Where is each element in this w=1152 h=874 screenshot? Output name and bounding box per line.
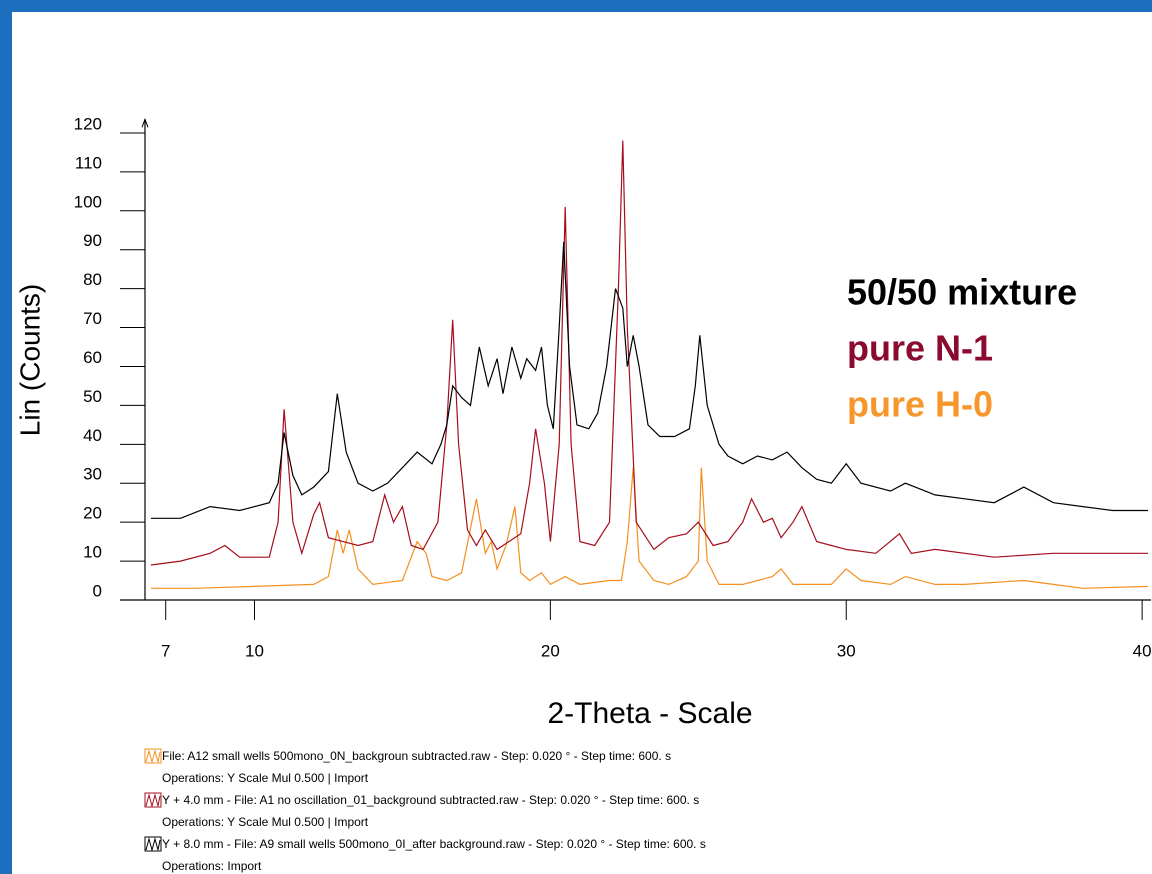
y-tick-label: 100 [74, 192, 102, 211]
legend-icon [144, 836, 162, 852]
series-line [150, 140, 1148, 566]
panel [12, 12, 1152, 874]
y-tick-label: 120 [74, 114, 102, 133]
annotation: pure H-0 [847, 384, 993, 425]
x-axis-label: 2-Theta - Scale [547, 697, 752, 730]
y-tick-label: 90 [83, 231, 102, 250]
y-tick-label: 20 [83, 504, 102, 523]
legend-icon-line [145, 793, 161, 808]
y-axis-arrow [141, 117, 149, 128]
legend-entry: File: A12 small wells 500mono_0N_backgro… [162, 749, 671, 763]
legend-operations: Operations: Y Scale Mul 0.500 | Import [162, 815, 369, 829]
legend-operations: Operations: Import [162, 859, 262, 873]
y-tick-label: 40 [83, 426, 102, 445]
x-tick-label: 10 [245, 641, 264, 660]
y-tick-label: 80 [83, 270, 102, 289]
series-line [150, 241, 1148, 519]
legend-operations: Operations: Y Scale Mul 0.500 | Import [162, 771, 369, 785]
legend-entry: Y + 4.0 mm - File: A1 no oscillation_01_… [162, 793, 699, 807]
legend-entry: Y + 8.0 mm - File: A9 small wells 500mon… [162, 837, 706, 851]
y-tick-label: 0 [93, 581, 102, 600]
legend-icon-line [145, 837, 161, 852]
y-tick-label: 110 [75, 153, 102, 172]
legend-icon [144, 792, 162, 808]
y-tick-label: 60 [83, 348, 102, 367]
annotation: pure N-1 [847, 328, 993, 369]
x-tick-label: 40 [1133, 641, 1152, 660]
y-tick-label: 50 [83, 387, 102, 406]
y-tick-label: 10 [83, 543, 102, 562]
y-tick-label: 30 [83, 465, 102, 484]
series-line [150, 467, 1149, 589]
x-tick-label: 7 [161, 641, 170, 660]
y-axis-label: Lin (Counts) [14, 284, 45, 437]
annotation: 50/50 mixture [847, 272, 1077, 313]
legend-icon [144, 748, 162, 764]
x-tick-label: 20 [541, 641, 560, 660]
legend-icon-line [145, 749, 161, 764]
x-tick-label: 30 [837, 641, 856, 660]
y-tick-label: 70 [83, 309, 102, 328]
